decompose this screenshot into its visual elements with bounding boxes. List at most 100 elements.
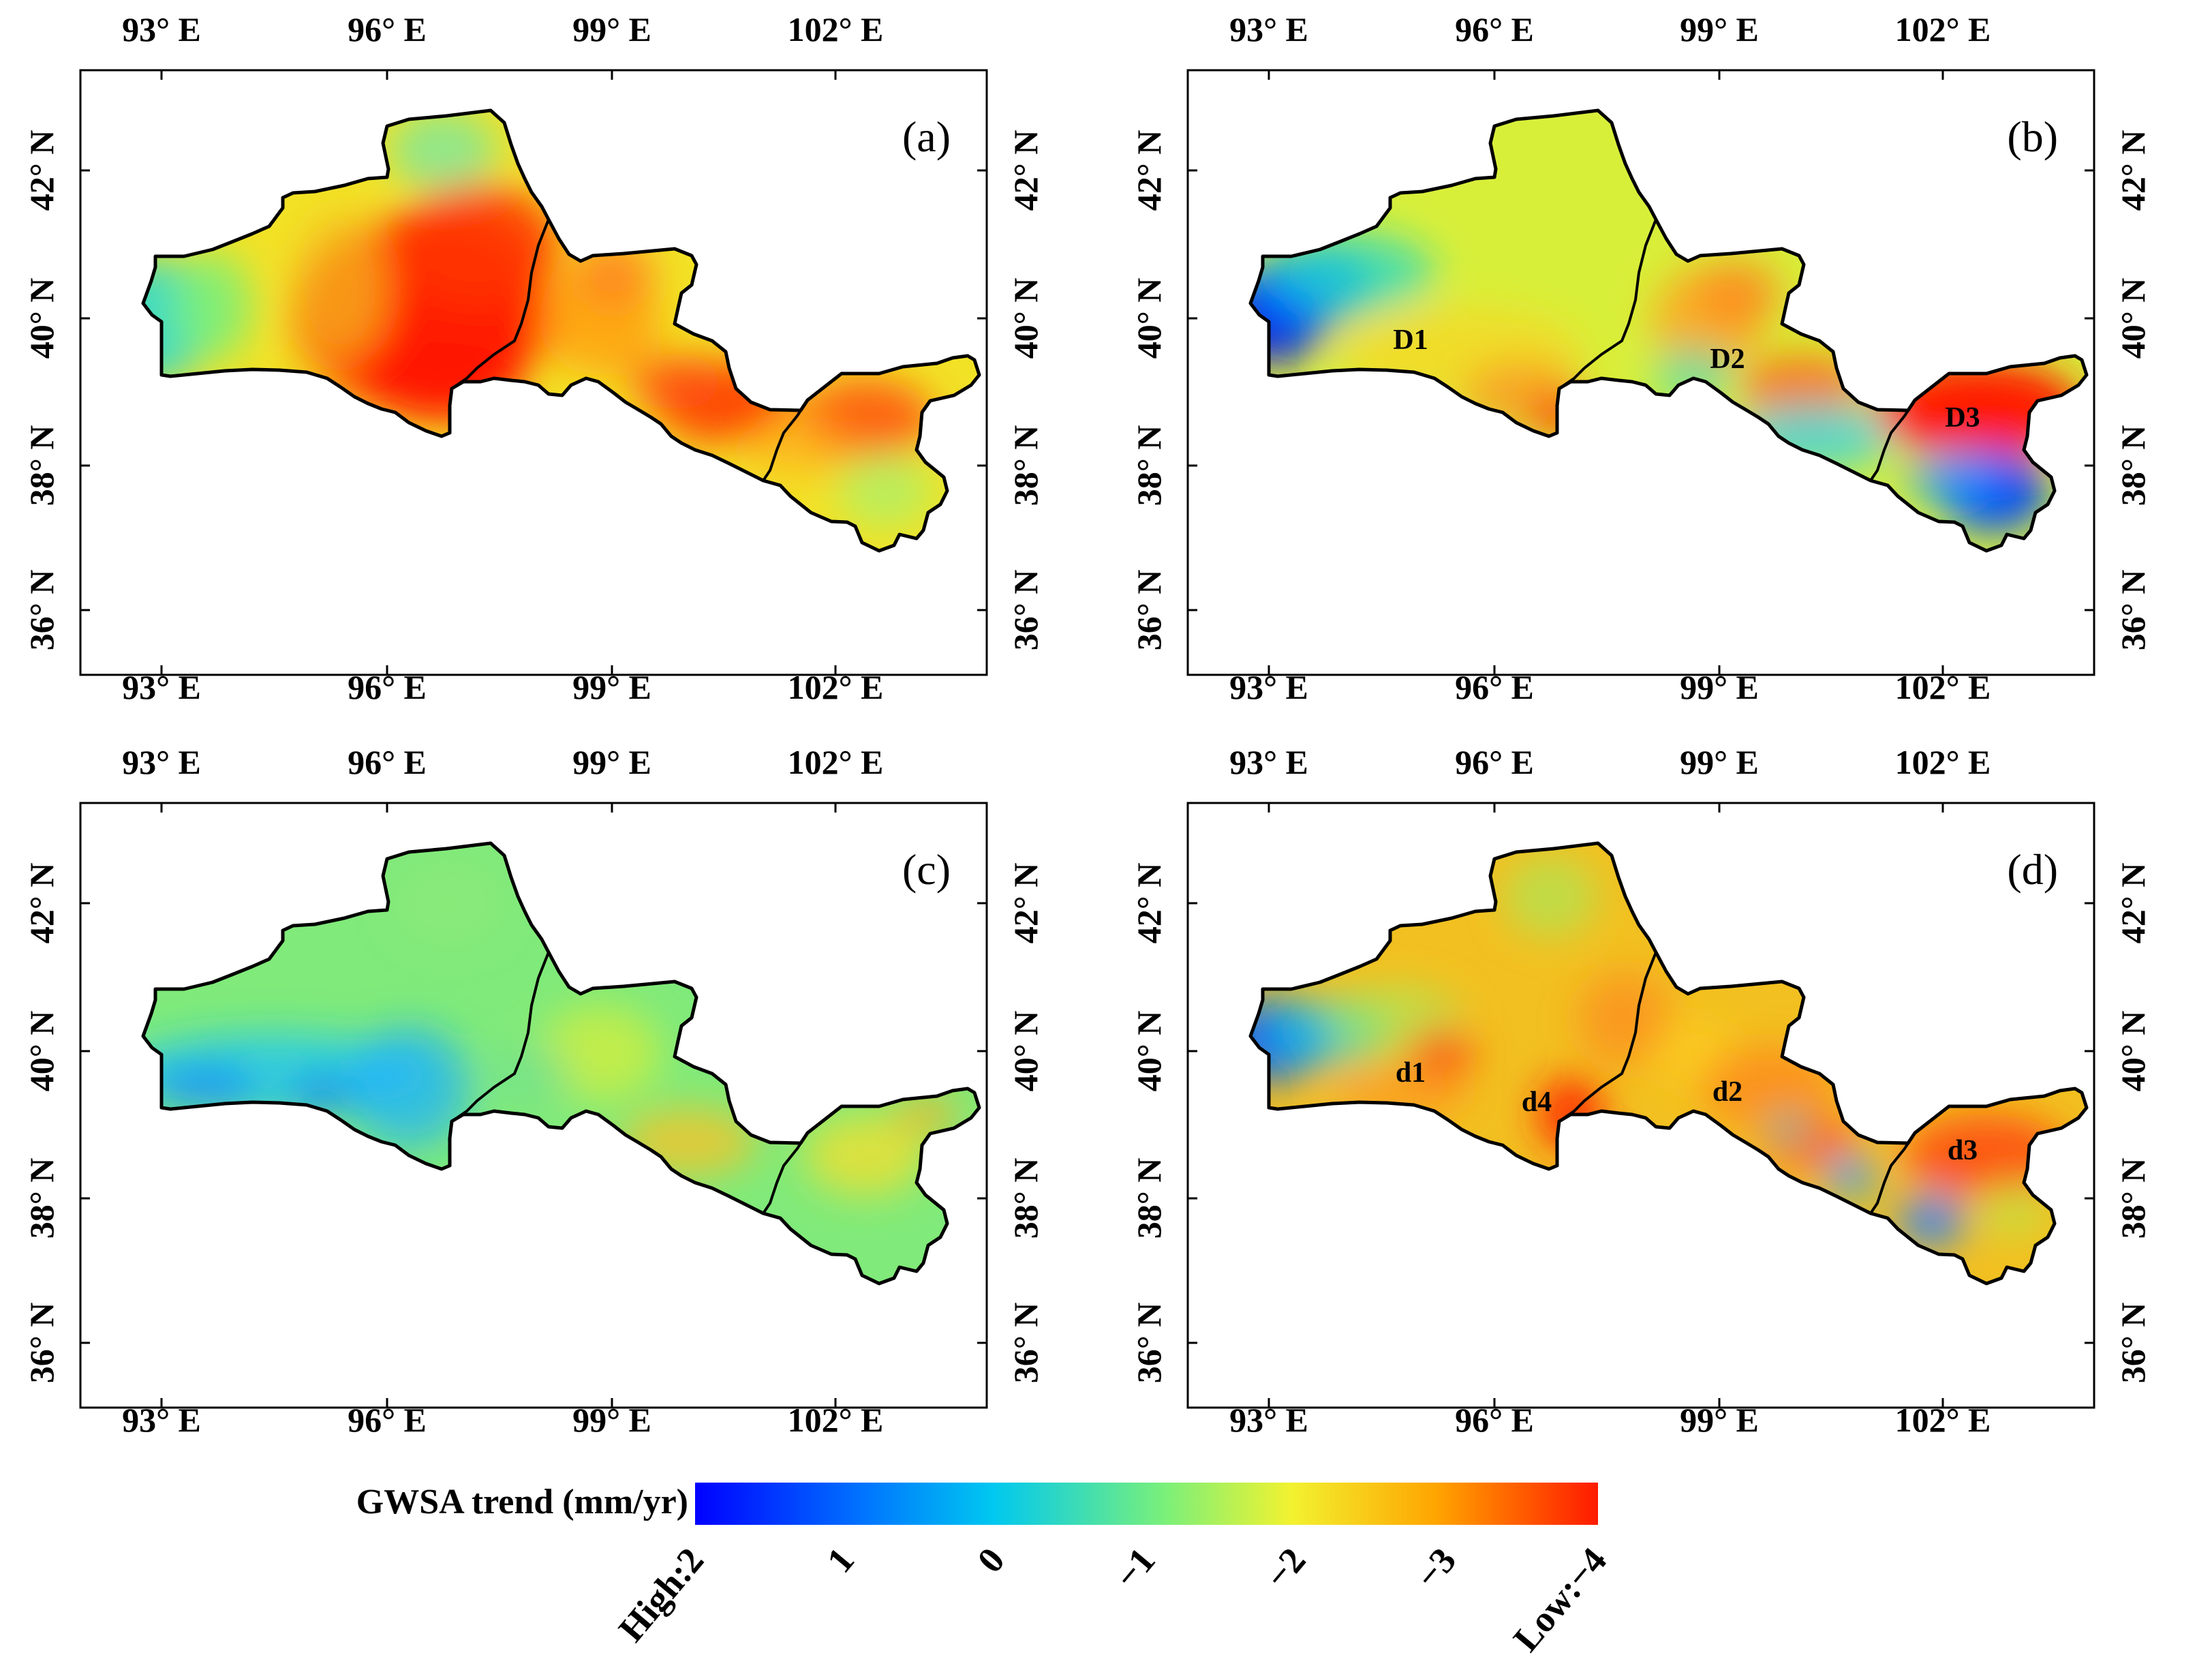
lat-tick-label-left: 40° N	[22, 1011, 61, 1092]
lon-tick-label-top: 102° E	[1895, 743, 1991, 781]
lon-tick-label-top: 93° E	[1229, 743, 1308, 781]
basin-boundary	[141, 841, 981, 1286]
lon-tick-label-top: 96° E	[348, 10, 427, 48]
panel-d: 93° E 93° E 96° E 96° E 99° E 99° E 102° E 102°…	[1107, 733, 2198, 1455]
subbasin-boundary	[450, 952, 550, 1123]
lat-tick-label-left: 40° N	[1130, 1011, 1168, 1092]
lon-tick-label-bottom: 102° E	[788, 1401, 884, 1439]
legend-tick-label: High:2	[611, 1540, 711, 1649]
lat-tick-label-left: 40° N	[1130, 278, 1168, 359]
lon-tick-label-top: 99° E	[1680, 743, 1759, 781]
subbasin-boundary	[1869, 399, 1916, 482]
lat-tick-label-right: 38° N	[2114, 1158, 2152, 1239]
subbasin-boundary	[1558, 952, 1657, 1123]
legend-tick-label: Low:−4	[1505, 1540, 1614, 1659]
lon-tick-label-top: 102° E	[1895, 10, 1991, 48]
lon-tick-label-bottom: 93° E	[122, 1401, 201, 1439]
map-d: 93° E 93° E 96° E 96° E 99° E 99° E 102° E 102°…	[1130, 743, 2152, 1439]
map-a: 93° E 93° E 96° E 96° E 99° E 99° E 102° E 102°…	[22, 10, 1045, 706]
region-label-D3: D3	[1945, 402, 1980, 434]
lon-tick-label-top: 96° E	[1455, 743, 1534, 781]
region-label-d2: d2	[1712, 1076, 1742, 1108]
lon-tick-label-bottom: 96° E	[1455, 668, 1534, 706]
lon-tick-label-bottom: 93° E	[1229, 1401, 1308, 1439]
region-label-D2: D2	[1710, 344, 1745, 375]
lat-tick-label-left: 38° N	[1130, 425, 1168, 506]
panel-a: 93° E 93° E 96° E 96° E 99° E 99° E 102° E 102°…	[0, 0, 1090, 723]
legend-tick-label: −1	[1107, 1540, 1163, 1596]
lat-tick-label-right: 40° N	[1007, 278, 1045, 359]
subbasin-boundary	[762, 1132, 809, 1215]
panel-b: 93° E 93° E 96° E 96° E 99° E 99° E 102° E 102°…	[1107, 0, 2198, 723]
colorbar-legend: GWSA trend (mm/yr) High:2 1 0 −1 −2 −3 Low:−4	[356, 1483, 1614, 1659]
lon-tick-label-top: 93° E	[122, 743, 201, 781]
lat-tick-label-left: 38° N	[22, 1158, 61, 1239]
legend-tick-label: −2	[1257, 1540, 1313, 1596]
lon-tick-label-bottom: 93° E	[1229, 668, 1308, 706]
lat-tick-label-right: 42° N	[2114, 863, 2152, 944]
basin-boundary	[1248, 108, 2089, 553]
lat-tick-label-right: 36° N	[1007, 1303, 1045, 1384]
region-label-D1: D1	[1393, 324, 1428, 356]
subbasin-boundary	[1869, 1132, 1916, 1215]
lat-tick-label-right: 40° N	[2114, 1011, 2152, 1092]
lon-tick-label-bottom: 93° E	[122, 668, 201, 706]
panel-label: (d)	[2007, 845, 2058, 894]
lat-tick-label-left: 36° N	[1130, 570, 1168, 651]
lon-tick-label-bottom: 99° E	[572, 1401, 651, 1439]
lat-tick-label-right: 42° N	[1007, 863, 1045, 944]
lon-tick-label-bottom: 102° E	[1895, 1401, 1991, 1439]
lon-tick-label-top: 102° E	[788, 10, 884, 48]
lat-tick-label-left: 38° N	[1130, 1158, 1168, 1239]
lat-tick-label-right: 42° N	[1007, 130, 1045, 211]
lon-tick-label-bottom: 96° E	[1455, 1401, 1534, 1439]
panel-label: (b)	[2007, 112, 2058, 161]
lon-tick-label-bottom: 96° E	[348, 668, 427, 706]
lat-tick-label-left: 36° N	[22, 1303, 61, 1384]
lat-tick-label-right: 40° N	[2114, 278, 2152, 359]
lon-tick-label-top: 93° E	[122, 10, 201, 48]
lon-tick-label-bottom: 102° E	[788, 668, 884, 706]
lat-tick-label-left: 36° N	[22, 570, 61, 651]
legend-tick-label: 1	[819, 1540, 862, 1580]
lon-tick-label-top: 99° E	[572, 10, 651, 48]
lat-tick-label-right: 36° N	[2114, 570, 2152, 651]
lat-tick-label-left: 36° N	[1130, 1303, 1168, 1384]
map-c: 93° E 93° E 96° E 96° E 99° E 99° E 102° E 102°…	[22, 743, 1045, 1439]
lon-tick-label-bottom: 102° E	[1895, 668, 1991, 706]
lon-tick-label-bottom: 99° E	[1680, 668, 1759, 706]
lon-tick-label-top: 93° E	[1229, 10, 1308, 48]
lon-tick-label-top: 99° E	[572, 743, 651, 781]
lat-tick-label-right: 38° N	[1007, 425, 1045, 506]
lat-tick-label-right: 38° N	[2114, 425, 2152, 506]
lat-tick-label-left: 42° N	[22, 130, 61, 211]
subbasin-boundary	[450, 219, 550, 390]
lat-tick-label-right: 40° N	[1007, 1011, 1045, 1092]
lat-tick-label-left: 42° N	[1130, 130, 1168, 211]
lon-tick-label-bottom: 99° E	[1680, 1401, 1759, 1439]
legend-tick-label: −3	[1407, 1540, 1464, 1596]
lon-tick-label-bottom: 96° E	[348, 1401, 427, 1439]
colorbar	[695, 1483, 1598, 1525]
basin-boundary	[1248, 841, 2089, 1286]
lon-tick-label-top: 102° E	[788, 743, 884, 781]
lat-tick-label-left: 40° N	[22, 278, 61, 359]
panel-label: (c)	[902, 845, 951, 894]
lon-tick-label-top: 96° E	[1455, 10, 1534, 48]
lon-tick-label-top: 96° E	[348, 743, 427, 781]
lat-tick-label-right: 42° N	[2114, 130, 2152, 211]
lat-tick-label-right: 36° N	[2114, 1303, 2152, 1384]
panel-label: (a)	[902, 112, 951, 161]
map-b: 93° E 93° E 96° E 96° E 99° E 99° E 102° E 102°…	[1130, 10, 2152, 706]
legend-tick-label: 0	[970, 1540, 1013, 1580]
lat-tick-label-left: 42° N	[22, 863, 61, 944]
basin-boundary	[141, 108, 981, 553]
lon-tick-label-bottom: 99° E	[572, 668, 651, 706]
subbasin-boundary	[762, 399, 809, 482]
region-label-d4: d4	[1522, 1087, 1552, 1118]
region-label-d1: d1	[1396, 1057, 1426, 1089]
subbasin-boundary	[1558, 219, 1657, 390]
lat-tick-label-right: 36° N	[1007, 570, 1045, 651]
lat-tick-label-left: 38° N	[22, 425, 61, 506]
lat-tick-label-right: 38° N	[1007, 1158, 1045, 1239]
